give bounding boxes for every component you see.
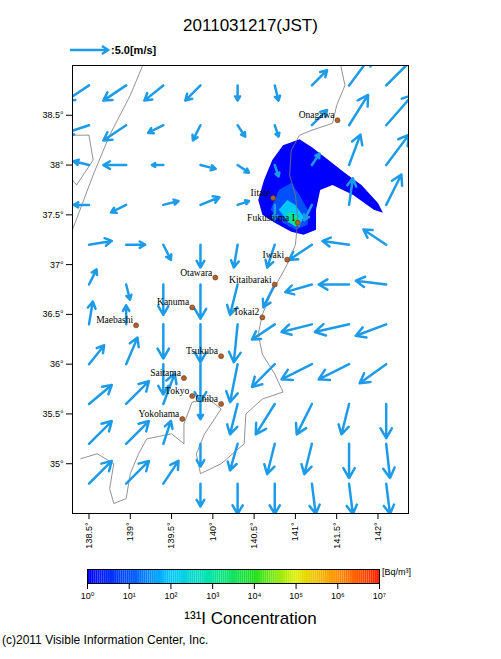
- svg-text:38.5°: 38.5°: [42, 110, 64, 120]
- html-text:(c)2011 Visible Information Ce: (c)2011 Visible Information Center, Inc.: [2, 633, 209, 647]
- svg-text:Tokai2: Tokai2: [233, 307, 259, 317]
- html-text:[Bq/m³]: [Bq/m³]: [382, 567, 411, 577]
- svg-text:Chiba: Chiba: [195, 394, 218, 404]
- svg-text:Fukushima I: Fukushima I: [247, 213, 295, 223]
- svg-text:140°: 140°: [208, 522, 218, 541]
- svg-text:10⁵: 10⁵: [289, 591, 303, 601]
- svg-text:Iwaki: Iwaki: [263, 250, 285, 260]
- svg-text:Kanuma: Kanuma: [157, 297, 190, 307]
- svg-text:141°: 141°: [290, 522, 300, 541]
- svg-text:Yokohama: Yokohama: [139, 409, 181, 419]
- svg-text:10¹: 10¹: [123, 591, 136, 601]
- svg-text:Iitate: Iitate: [251, 188, 271, 198]
- svg-text:10⁶: 10⁶: [331, 591, 345, 601]
- svg-text:Onagawa: Onagawa: [299, 110, 336, 120]
- svg-text:Tsukuba: Tsukuba: [186, 346, 219, 356]
- svg-text:37°: 37°: [50, 259, 64, 269]
- svg-text:10⁴: 10⁴: [247, 591, 261, 601]
- svg-text:141.5°: 141.5°: [332, 522, 342, 549]
- svg-text:Saitama: Saitama: [150, 368, 181, 378]
- svg-text:138.5°: 138.5°: [84, 522, 94, 549]
- svg-text:10³: 10³: [206, 591, 219, 601]
- svg-text:Maebashi: Maebashi: [96, 315, 133, 325]
- html-text:2011031217(JST): 2011031217(JST): [183, 16, 318, 35]
- svg-text:10⁰: 10⁰: [81, 591, 95, 601]
- svg-text:140.5°: 140.5°: [249, 522, 259, 549]
- svg-text:Otawara: Otawara: [180, 268, 213, 278]
- html-text:¹³¹I Concentration: ¹³¹I Concentration: [184, 609, 317, 628]
- svg-text:10²: 10²: [164, 591, 177, 601]
- svg-text:38°: 38°: [50, 160, 64, 170]
- svg-text:142°: 142°: [373, 522, 383, 541]
- svg-text:35°: 35°: [50, 459, 64, 469]
- svg-text:36°: 36°: [50, 359, 64, 369]
- svg-text:Kitaibaraki: Kitaibaraki: [229, 275, 272, 285]
- svg-text:36.5°: 36.5°: [42, 309, 64, 319]
- svg-text:37.5°: 37.5°: [42, 210, 64, 220]
- svg-text:139.5°: 139.5°: [166, 522, 176, 549]
- svg-text:35.5°: 35.5°: [42, 409, 64, 419]
- svg-text::5.0[m/s]: :5.0[m/s]: [111, 44, 157, 56]
- svg-text:Tokyo: Tokyo: [165, 386, 189, 396]
- svg-text:10⁷: 10⁷: [373, 591, 386, 601]
- svg-text:139°: 139°: [125, 522, 135, 541]
